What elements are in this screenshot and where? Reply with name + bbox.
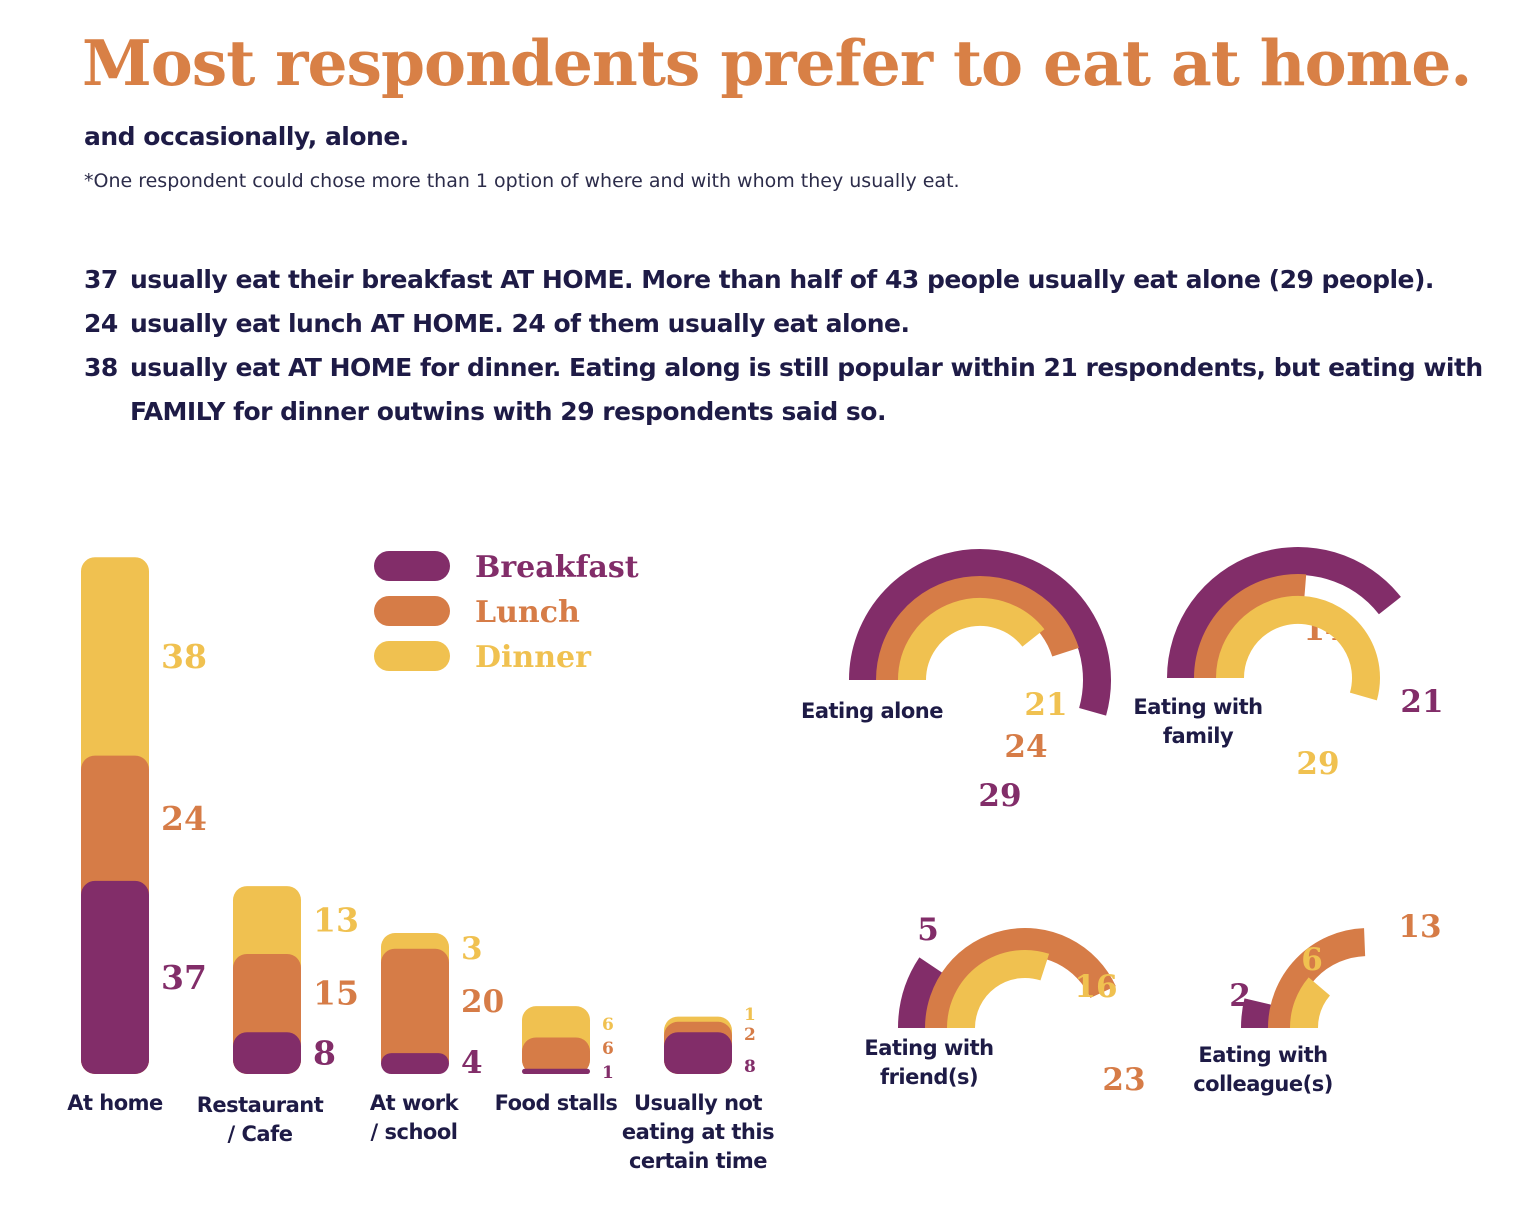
radial-arc-dinner [1215,595,1380,701]
bar-value-label: 20 [461,984,504,1020]
radial-chart-label: Eating with friend(s) [864,1036,993,1089]
stat-breakfast: 37 usually eat their breakfast AT HOME. … [84,258,1504,302]
bar-value-label: 13 [313,901,359,940]
legend-swatch [374,641,450,671]
radial-value-label: 29 [1296,746,1339,782]
radial-chart-label: Eating with family [1133,695,1262,748]
bar-segment-breakfast [522,1068,590,1074]
page-title: Most respondents prefer to eat at home. [82,26,1472,100]
bar-value-label: 24 [161,799,207,838]
legend-item-breakfast: Breakfast [374,550,639,585]
stat-dinner: 38 usually eat AT HOME for dinner. Eatin… [84,346,1504,434]
bar-segment-breakfast [381,1053,449,1074]
stacked-bar-chart: 37 24 38 At home 8 15 13 Restaurant / Cafe 4 20 3 At… [67,557,775,1173]
stat-number: 38 [84,353,118,382]
bar-segment-lunch [522,1037,590,1074]
radial-arc-breakfast [1167,547,1401,679]
bar-value-label: 37 [161,958,207,997]
radial-arc-breakfast [897,957,943,1029]
bar-value-label: 4 [461,1045,483,1081]
category-label: At work / school [370,1091,460,1144]
radial-value-label: 21 [1400,684,1443,720]
category-label: Restaurant / Cafe [197,1093,324,1146]
radial-arc-dinner [898,598,1045,681]
category-label: Usually not eating at this certain time [622,1091,774,1173]
radial-arc-lunch [925,928,1116,1029]
bar-group: 37 24 38 At home [67,557,207,1115]
legend-label: Breakfast [475,550,639,585]
radial-value-label: 13 [1398,909,1441,945]
radial-arc-dinner [1289,977,1331,1029]
bar-value-label: 38 [161,637,207,676]
radial-arc-lunch [1194,574,1307,679]
legend-item-dinner: Dinner [374,640,592,675]
radial-arc-lunch [1268,928,1366,1029]
radial-value-label: 23 [1102,1062,1145,1098]
radial-arc-dinner [947,949,1050,1029]
radial-value-label: 21 [1024,687,1067,723]
radial-value-label: 16 [1074,969,1117,1005]
bar-value-label: 6 [602,1039,614,1059]
stat-lunch: 24 usually eat lunch AT HOME. 24 of them… [84,302,1504,346]
bar-segment-breakfast [664,1032,732,1074]
radial-chart: 2 13 6 Eating with colleague(s) [1193,909,1441,1096]
radial-value-label: 6 [1301,942,1323,978]
bar-value-label: 1 [602,1063,614,1083]
legend-swatch [374,551,450,581]
bar-value-label: 6 [602,1015,614,1035]
legend-label: Lunch [475,595,580,630]
category-label: At home [67,1091,163,1115]
bar-value-label: 1 [744,1005,756,1025]
radial-chart: 29 24 21 Eating alone [801,549,1111,814]
bar-value-label: 8 [313,1034,336,1073]
bar-group: 4 20 3 At work / school [370,931,504,1144]
chart-legend: Breakfast Lunch Dinner [374,550,639,675]
legend-swatch [374,596,450,626]
radial-value-label: 29 [978,778,1021,814]
legend-item-lunch: Lunch [374,595,580,630]
radial-arc-lunch [876,576,1079,681]
legend-label: Dinner [475,640,592,675]
bar-value-label: 3 [461,931,483,967]
stat-text: usually eat their breakfast AT HOME. Mor… [130,265,1434,294]
bar-segment-lunch [381,948,449,1074]
bar-group: 1 6 6 Food stalls [495,1006,618,1115]
stat-text: usually eat lunch AT HOME. 24 of them us… [130,309,910,338]
radial-chart: 5 23 16 Eating with friend(s) [864,912,1145,1098]
stats-list: 37 usually eat their breakfast AT HOME. … [84,258,1504,434]
radial-chart-label: Eating alone [801,699,943,723]
bar-group: 8 21 Usually not eating at this certain time [622,1005,775,1173]
category-label: Food stalls [495,1091,618,1115]
stat-text: usually eat AT HOME for dinner. Eating a… [130,353,1483,426]
bar-value-label: 2 [744,1025,756,1045]
footnote: *One respondent could chose more than 1 … [84,170,960,192]
bar-value-label: 15 [313,974,359,1013]
radial-value-label: 5 [917,912,939,948]
radial-value-label: 2 [1229,978,1251,1014]
radial-value-label: 24 [1004,729,1047,765]
bar-group: 8 15 13 Restaurant / Cafe [197,886,359,1146]
radial-arc-breakfast [1240,998,1272,1029]
stat-number: 37 [84,265,118,294]
bar-segment-breakfast [81,880,149,1074]
radial-chart-label: Eating with colleague(s) [1193,1043,1333,1096]
bar-segment-breakfast [233,1032,301,1074]
stat-number: 24 [84,309,118,338]
page-subtitle: and occasionally, alone. [84,122,409,151]
radial-arc-breakfast [849,549,1111,716]
bar-value-label: 8 [744,1057,756,1077]
